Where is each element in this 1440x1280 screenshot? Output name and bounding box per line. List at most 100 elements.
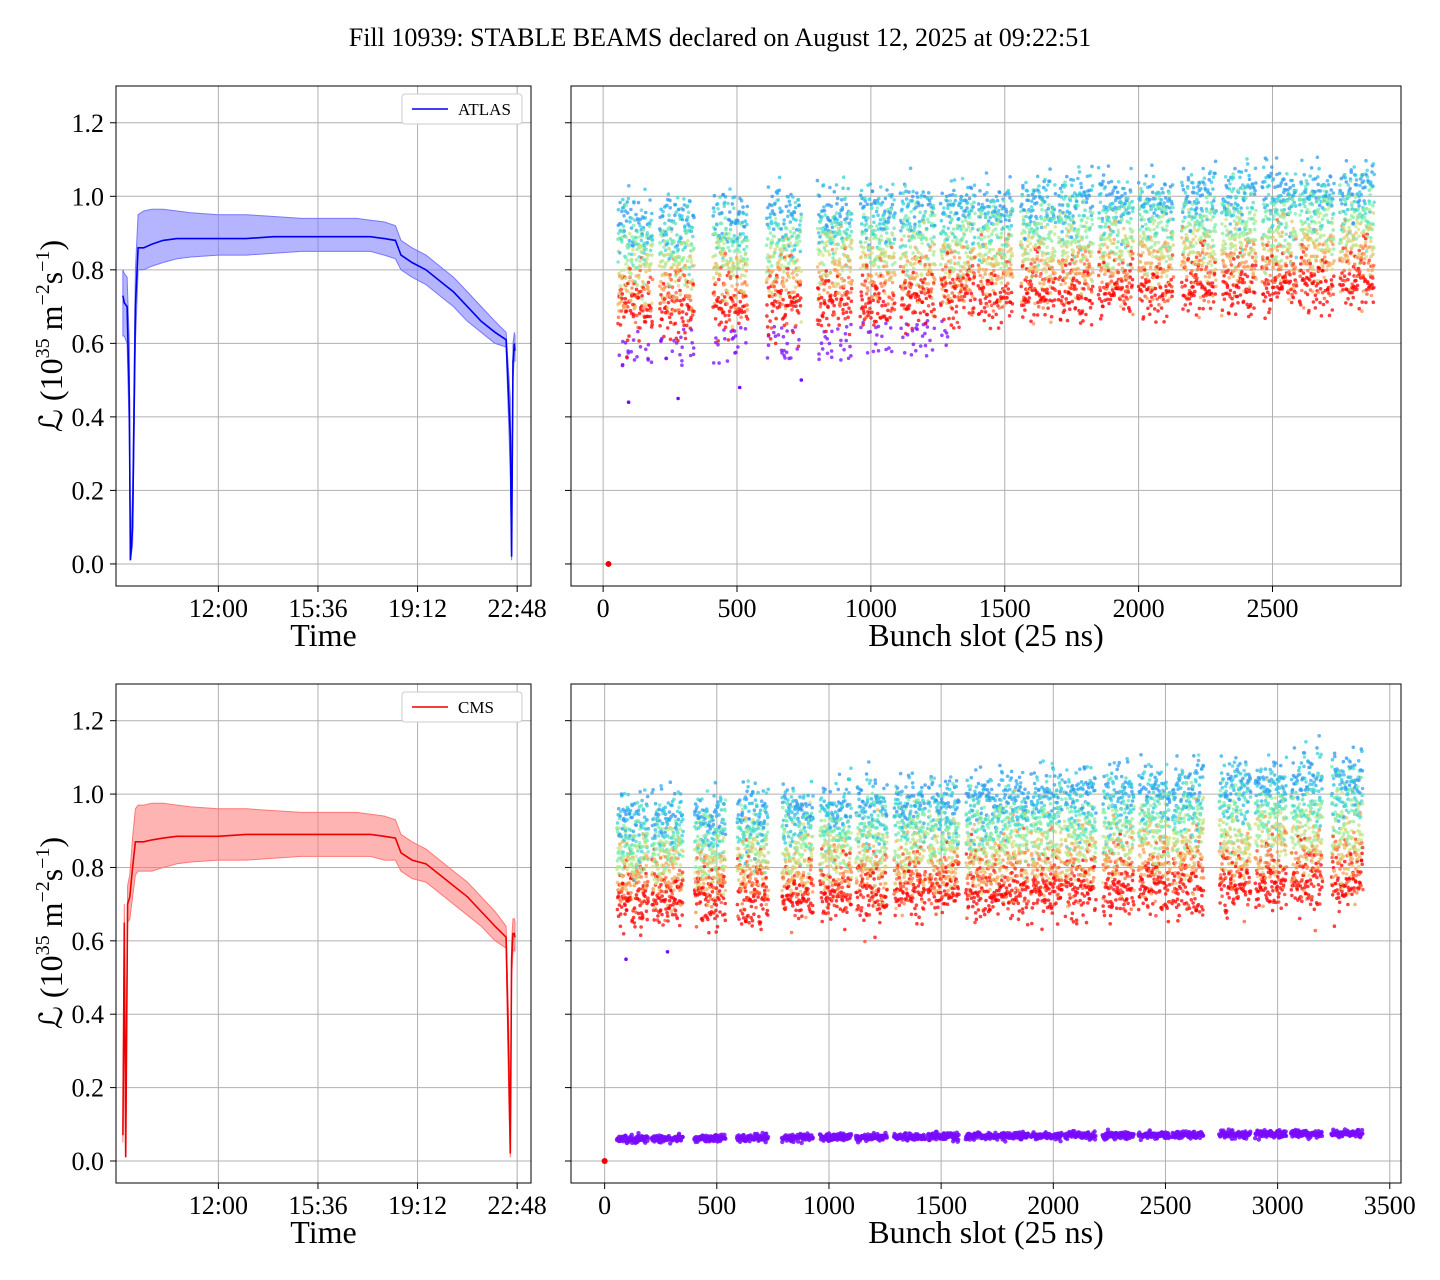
bunch-point [1236,221,1241,225]
bunch-point [828,293,833,298]
bunch-point [639,238,644,243]
bunch-point [1170,289,1175,294]
bunch-point [691,352,696,357]
bunch-point [1224,217,1228,222]
bunch-point [1260,185,1265,190]
bunch-point [870,310,874,315]
bunch-point [1086,216,1090,220]
bunch-point [815,226,820,231]
bunch-point [778,206,782,211]
bunch-point [1068,292,1073,296]
bunch-point [1253,251,1258,256]
bunch-point [988,247,992,252]
bunch-point [1171,243,1176,247]
bunch-point [648,308,653,313]
bunch-point [727,231,731,236]
bunch-point [907,221,912,226]
bunch-point [918,210,922,215]
bunch-point [997,261,1001,266]
bunch-point [880,303,884,308]
bunch-point [985,261,990,266]
bunch-point [1046,306,1050,311]
bunch-point [672,240,676,245]
bunch-point [1208,192,1212,196]
bunch-point [1232,219,1237,223]
bunch-point [899,255,903,260]
bunch-point [794,323,798,328]
bunch-point [816,286,821,291]
bunch-point [1035,201,1039,205]
bunch-point [1204,214,1209,219]
bunch-point [960,284,964,288]
bunch-point [735,274,739,279]
bunch-point [1206,243,1210,247]
bunch-point [1088,225,1092,230]
bunch-point [1020,202,1024,207]
bunch-point [1001,199,1006,203]
bunch-point [915,274,920,278]
bunch-point [849,290,853,295]
bunch-point [1149,245,1154,249]
bunch-point [646,280,651,285]
bunch-point [966,273,970,278]
bunch-point [1130,199,1134,204]
bunch-point [777,257,782,262]
bunch-point [765,216,769,221]
bunch-point [832,190,837,194]
bunch-point [909,353,914,357]
bunch-point [647,253,651,257]
bunch-point [1026,198,1031,203]
bunch-point [1190,269,1194,273]
bunch-point [687,224,691,228]
bunch-point [1192,293,1196,298]
bunch-point [1045,195,1050,199]
bunch-point [686,215,690,219]
bunch-point [619,299,624,304]
bunch-point [658,284,662,289]
bunch-point [820,215,824,219]
bunch-point [776,198,780,202]
bunch-point [660,317,664,322]
bunch-point [688,254,693,258]
bunch-point [864,222,869,226]
bunch-point [868,300,873,305]
bunch-point [1079,295,1084,300]
uncertainty-band [122,208,516,561]
bunch-point [1044,270,1048,274]
bunch-point [649,360,654,365]
bunch-point [1205,200,1210,205]
bunch-point [1003,269,1007,274]
bunch-point [1263,283,1267,287]
bunch-point [632,201,636,205]
bunch-point [1027,235,1031,239]
bunch-point [1031,208,1035,213]
bunch-point [745,317,750,321]
y-tick-label: 0.8 [72,256,105,285]
bunch-point [660,310,664,314]
legend: ATLAS [401,93,523,125]
bunch-point [1029,214,1033,218]
bunch-point [967,196,972,201]
bunch-point [1128,190,1133,194]
bunch-point [682,273,687,278]
bunch-point [661,209,665,214]
bunch-point [765,314,769,318]
bunch-point [933,263,937,267]
bunch-point [1142,182,1147,186]
bunch-point [616,231,621,235]
legend-label: ATLAS [458,100,511,119]
bunch-point [874,319,878,324]
bunch-point [1086,244,1091,249]
bunch-point [924,354,929,358]
bunch-point [1208,259,1213,264]
bunch-point [680,316,684,320]
bunch-point [874,209,879,214]
bunch-point [1185,224,1190,229]
bunch-point [892,307,897,312]
y-tick-label: 0.4 [72,403,105,432]
bunch-point [844,338,848,343]
x-tick-label: 19:12 [388,594,447,623]
bunch-point [727,318,732,322]
bunch-point [1151,254,1155,259]
bunch-point [1245,206,1250,210]
